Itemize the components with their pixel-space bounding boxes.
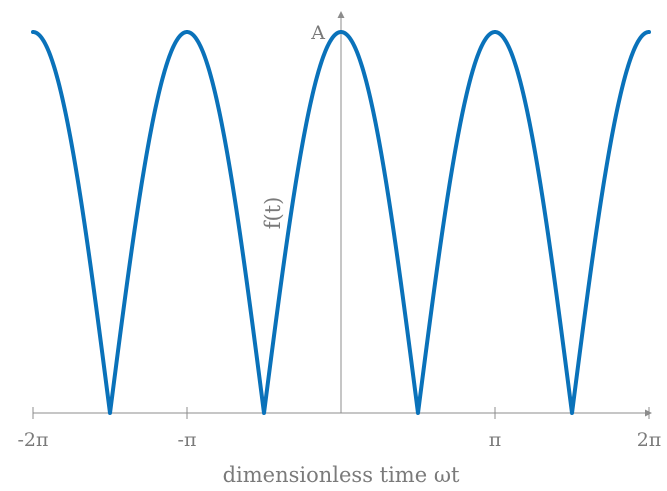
series-line <box>31 30 651 415</box>
y-axis-label: f(t) <box>261 197 285 230</box>
x-ticks: -2π -π π 2π <box>18 407 662 451</box>
x-tick-label-3: 2π <box>637 429 662 451</box>
x-axis-label: dimensionless time ωt <box>223 463 460 487</box>
x-tick-label-0: -2π <box>18 429 49 451</box>
axes <box>33 11 652 417</box>
x-tick-label-1: -π <box>178 429 197 451</box>
y-tick-label-0: A <box>310 22 325 44</box>
y-ticks: A <box>310 22 325 44</box>
x-tick-label-2: π <box>489 429 502 451</box>
y-axis-arrow <box>337 11 345 18</box>
